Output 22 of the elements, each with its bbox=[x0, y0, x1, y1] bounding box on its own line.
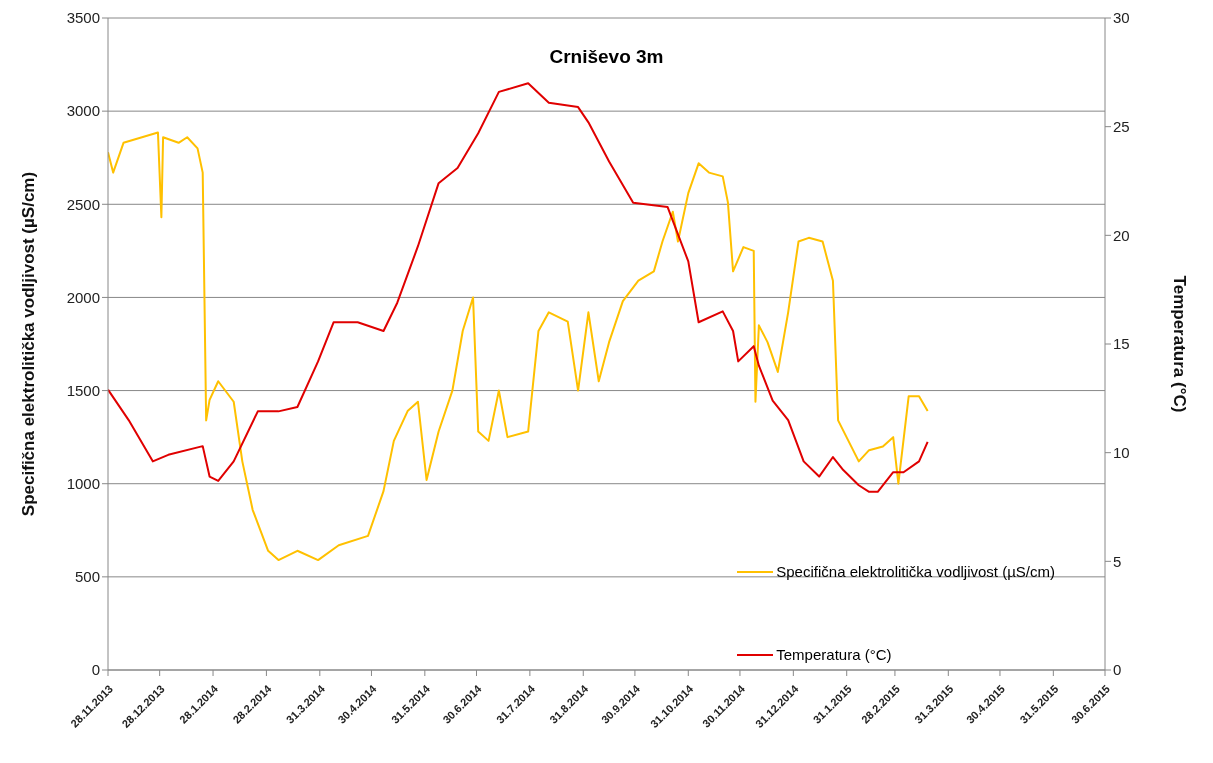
y-tick-label: 2000 bbox=[66, 288, 100, 306]
legend-label: Temperatura (°C) bbox=[776, 646, 892, 663]
y2-tick-label: 20 bbox=[1113, 226, 1130, 244]
y-tick-label: 3500 bbox=[66, 9, 100, 27]
y-tick-label: 0 bbox=[91, 661, 100, 679]
y2-tick-label: 15 bbox=[1113, 335, 1130, 353]
y-tick-label: 2500 bbox=[66, 195, 100, 213]
y-tick-label: 500 bbox=[74, 568, 100, 586]
text: Crniševo 3m bbox=[548, 46, 665, 68]
line-series bbox=[108, 82, 929, 493]
y-tick-label: 1000 bbox=[66, 475, 100, 493]
y-tick-label: 1500 bbox=[66, 381, 100, 399]
legend-label: Specifična elektrolitička vodljivost (µS/cm) bbox=[776, 563, 1055, 580]
y2-tick-label: 10 bbox=[1113, 443, 1130, 461]
y-tick-label: 3000 bbox=[66, 102, 100, 120]
y2-tick-label: 5 bbox=[1113, 552, 1122, 570]
y2-tick-label: 25 bbox=[1113, 117, 1130, 135]
y2-axis-title: Temperatura (°C) bbox=[1169, 275, 1189, 413]
y-axis-title: Specifična elektrolitička vodljivost (µS/cm) bbox=[19, 171, 39, 517]
line-series bbox=[108, 131, 929, 562]
y2-tick-label: 0 bbox=[1113, 661, 1122, 679]
y2-tick-label: 30 bbox=[1113, 9, 1130, 27]
